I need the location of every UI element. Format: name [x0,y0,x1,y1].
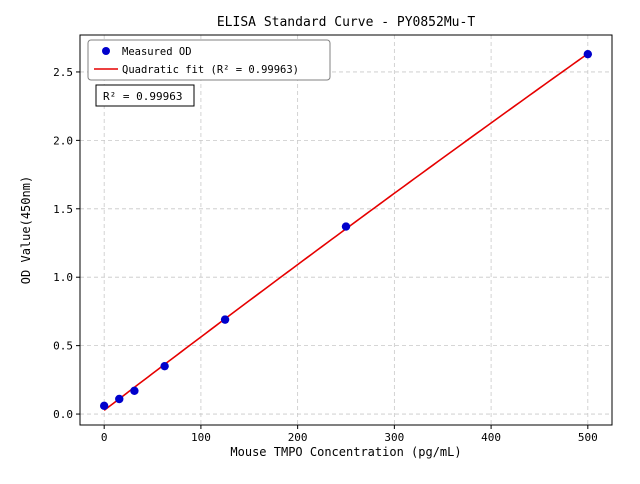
x-tick-label: 300 [384,431,404,444]
data-point [130,386,139,395]
y-tick-label: 2.0 [53,134,73,147]
legend-measured-marker [102,47,110,55]
x-axis-label: Mouse TMPO Concentration (pg/mL) [230,445,461,459]
x-tick-label: 0 [101,431,108,444]
x-tick-label: 100 [191,431,211,444]
chart-title: ELISA Standard Curve - PY0852Mu-T [217,15,475,30]
x-tick-label: 400 [481,431,501,444]
data-point [115,394,124,404]
annotation-box [95,84,195,107]
x-tick-label: 200 [288,431,308,444]
data-point [583,49,593,59]
plot-border [79,34,613,426]
data-point [341,222,351,231]
data-point [160,361,169,371]
r-squared-annotation: R² = 0.99963 [95,84,195,107]
y-axis-label: OD Value(450nm) [19,176,33,284]
x-tick-label: 500 [578,431,598,444]
data-point [220,315,230,324]
y-tick-label: 0.0 [53,408,73,421]
y-tick-label: 1.5 [53,203,73,216]
y-tick-label: 0.5 [53,340,73,353]
data-point [99,401,109,411]
legend: Measured OD Quadratic fit (R² = 0.99963) [87,39,331,81]
legend-measured-label: Measured OD [122,46,192,58]
annotation-text: R² = 0.99963 [103,90,182,103]
legend-fit-label: Quadratic fit (R² = 0.99963) [122,64,299,76]
legend-box [87,39,331,81]
axis-ticks [76,71,589,429]
axis-tick-labels: 0 100 200 300 400 500 0.0 0.5 1.0 1.5 2.0 2.5 [53,66,598,444]
y-tick-label: 2.5 [53,66,73,79]
y-tick-label: 1.0 [53,271,73,284]
data-points-layer [99,49,593,411]
